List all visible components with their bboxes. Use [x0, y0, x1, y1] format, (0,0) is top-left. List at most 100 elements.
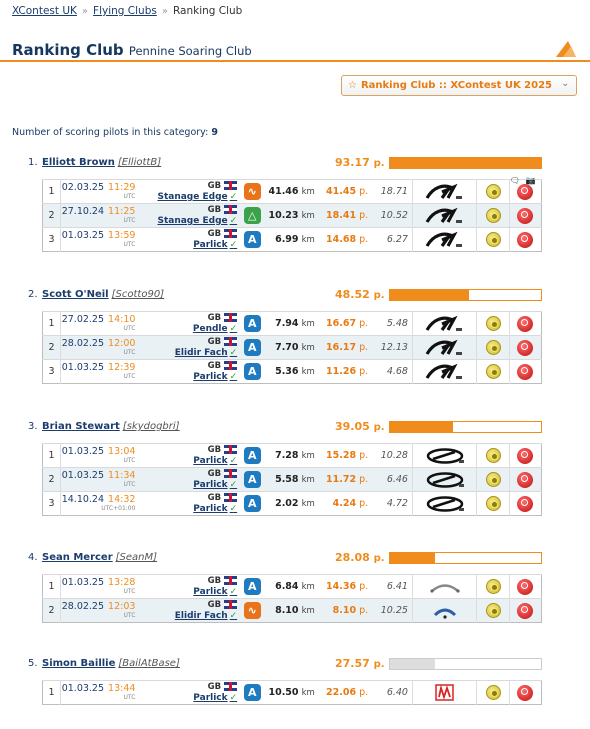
free-flight-icon[interactable]: A [243, 315, 261, 332]
launch-site-link[interactable]: Parlick ✓ [139, 480, 237, 491]
flight-zoom-icon[interactable] [517, 447, 534, 464]
flight-row[interactable]: 2 28.02.25 12:00 UTC GB Elidir Fach ✓ A 7.7… [42, 335, 542, 360]
flight-date: 14.10.24 [61, 494, 105, 505]
launch-site-link[interactable]: Pendle ✓ [139, 324, 237, 335]
flight-zoom-icon[interactable] [517, 207, 534, 224]
flight-zoom-icon[interactable] [517, 471, 534, 488]
pilot-name-link[interactable]: Brian Stewart [skydogbri] [42, 421, 180, 432]
breadcrumb-link-xcontest-uk[interactable]: XContest UK [12, 5, 77, 17]
launch-site-link[interactable]: Parlick ✓ [139, 372, 237, 383]
flight-zoom-icon[interactable] [517, 231, 534, 248]
launch-site-link[interactable]: Elidir Fach ✓ [139, 348, 237, 359]
checkmark-icon: ✓ [229, 192, 238, 202]
flight-zoom-icon[interactable] [517, 363, 534, 380]
free-flight-icon[interactable]: A [243, 578, 261, 595]
flight-row[interactable]: 3 01.03.25 13:59 UTC GB Parlick ✓ A 6.99 km… [42, 227, 542, 252]
free-flight-icon[interactable]: A [243, 447, 261, 464]
flight-points-value: 16.17 [326, 342, 357, 353]
ozone-logo-icon [425, 183, 462, 199]
flight-distance-unit: km [301, 499, 315, 509]
flight-detail-coin-icon[interactable] [485, 603, 501, 618]
flight-launch-site: GB Parlick ✓ [139, 359, 240, 384]
free-flight-icon[interactable]: A [243, 684, 261, 701]
launch-site-link[interactable]: Parlick ✓ [139, 587, 237, 598]
pilot-name-link[interactable]: Simon Baillie [BailAtBase] [42, 658, 180, 669]
flight-row[interactable]: 2 28.02.25 12:03 UTC GB Elidir Fach ✓ ∿ 8.1… [42, 598, 542, 623]
flight-row[interactable]: 1 27.02.25 14:10 UTC GB Pendle ✓ A 7.94 km … [42, 311, 542, 336]
launch-site-link[interactable]: Parlick ✓ [139, 456, 237, 467]
pilot-name-link[interactable]: Elliott Brown [ElliottB] [42, 157, 161, 168]
pilot-nickname: [skydogbri] [122, 421, 180, 432]
launch-site-link[interactable]: Stanage Edge ✓ [139, 216, 237, 227]
flight-detail-coin-icon[interactable] [485, 232, 501, 247]
flight-detail-cell [476, 335, 510, 360]
flight-row[interactable]: 1 01.03.25 13:04 UTC GB Parlick ✓ A 7.28 km… [42, 443, 542, 468]
flight-row[interactable]: 1 01.03.25 13:28 UTC GB Parlick ✓ A 6.84 km… [42, 574, 542, 599]
flat-triangle-icon[interactable]: △ [243, 207, 261, 224]
uk-flag-icon [224, 205, 238, 214]
flight-date: 28.02.25 [61, 338, 105, 349]
launch-site-link[interactable]: Parlick ✓ [139, 240, 237, 251]
flight-type-cell: A [239, 359, 266, 384]
flight-zoom-icon[interactable] [517, 183, 534, 200]
flight-row[interactable]: 1 01.03.25 13:44 UTC GB Parlick ✓ A 10.50 k… [42, 680, 542, 705]
flight-distance-value: 5.58 [275, 474, 299, 485]
flight-row[interactable]: 2 27.10.24 11:25 UTC GB Stanage Edge ✓ △ 10… [42, 203, 542, 228]
flight-timezone: UTC [123, 457, 136, 464]
free-flight-icon[interactable]: A [243, 339, 261, 356]
ozone-logo-icon [425, 231, 462, 247]
launch-site-link[interactable]: Parlick ✓ [139, 504, 237, 515]
free-triangle-icon[interactable]: ∿ [243, 183, 261, 200]
flight-zoom-cell [508, 467, 542, 492]
flight-row[interactable]: 1 02.03.25 11:29 UTC GB Stanage Edge ✓ ∿ 41… [42, 176, 542, 204]
flight-points: 8.10 p. [318, 598, 373, 623]
breadcrumb-link-flying-clubs[interactable]: Flying Clubs [93, 5, 157, 17]
flight-detail-coin-icon[interactable] [485, 316, 501, 331]
flight-detail-coin-icon[interactable] [485, 472, 501, 487]
pilot-points-unit: p. [373, 553, 385, 564]
flight-zoom-cell [508, 491, 542, 516]
launch-site-link[interactable]: Parlick ✓ [139, 693, 237, 704]
comment-icon[interactable]: 🗨 [509, 176, 520, 185]
flight-detail-coin-icon[interactable] [485, 448, 501, 463]
launch-site-link[interactable]: Elidir Fach ✓ [139, 611, 237, 622]
flight-row[interactable]: 3 14.10.24 14:32 UTC+01:00 GB Parlick ✓ A 2… [42, 491, 542, 516]
flight-time: 12:39 [108, 362, 136, 373]
pilot-total-points: 48.52 p. [335, 288, 385, 301]
flight-detail-coin-icon[interactable] [485, 496, 501, 511]
ranking-category-select[interactable]: ☆ Ranking Club :: XContest UK 2025 ⌄ [341, 75, 577, 96]
pilot-name-link[interactable]: Sean Mercer [SeanM] [42, 552, 157, 563]
flight-datetime: 01.03.25 13:44 UTC [60, 680, 140, 705]
flight-detail-coin-icon[interactable] [485, 340, 501, 355]
free-flight-icon[interactable]: A [243, 363, 261, 380]
flight-zoom-icon[interactable] [517, 684, 534, 701]
flight-zoom-icon[interactable] [517, 339, 534, 356]
flight-zoom-icon[interactable] [517, 578, 534, 595]
camera-icon[interactable]: 📷 [525, 176, 536, 185]
wing-logo-gray-icon [430, 584, 460, 593]
free-flight-icon[interactable]: A [243, 471, 261, 488]
free-triangle-icon[interactable]: ∿ [243, 602, 261, 619]
free-flight-icon[interactable]: A [243, 495, 261, 512]
flight-detail-coin-icon[interactable] [485, 685, 501, 700]
flight-detail-coin-icon[interactable] [485, 579, 501, 594]
pilot-nickname: [SeanM] [115, 552, 158, 563]
flight-detail-coin-icon[interactable] [485, 208, 501, 223]
flight-number: 3 [42, 491, 62, 516]
flight-zoom-icon[interactable] [517, 602, 534, 619]
flight-detail-coin-icon[interactable] [485, 184, 501, 199]
pilot-name-link[interactable]: Scott O'Neil [Scotto90] [42, 289, 164, 300]
flight-zoom-icon[interactable] [517, 495, 534, 512]
free-flight-icon[interactable]: A [243, 231, 261, 248]
flight-date: 01.03.25 [61, 446, 105, 457]
flight-row[interactable]: 3 01.03.25 12:39 UTC GB Parlick ✓ A 5.36 km… [42, 359, 542, 384]
flight-row[interactable]: 2 01.03.25 11:34 UTC GB Parlick ✓ A 5.58 km… [42, 467, 542, 492]
launch-site-link[interactable]: Stanage Edge ✓ [139, 192, 237, 203]
flight-zoom-icon[interactable] [517, 315, 534, 332]
flight-timezone: UTC [123, 349, 136, 356]
flight-datetime: 14.10.24 14:32 UTC+01:00 [60, 491, 140, 516]
pilot-rank: 4. [28, 552, 38, 563]
flight-datetime: 27.02.25 14:10 UTC [60, 311, 140, 336]
flight-detail-coin-icon[interactable] [485, 364, 501, 379]
flight-detail-cell [476, 311, 510, 336]
